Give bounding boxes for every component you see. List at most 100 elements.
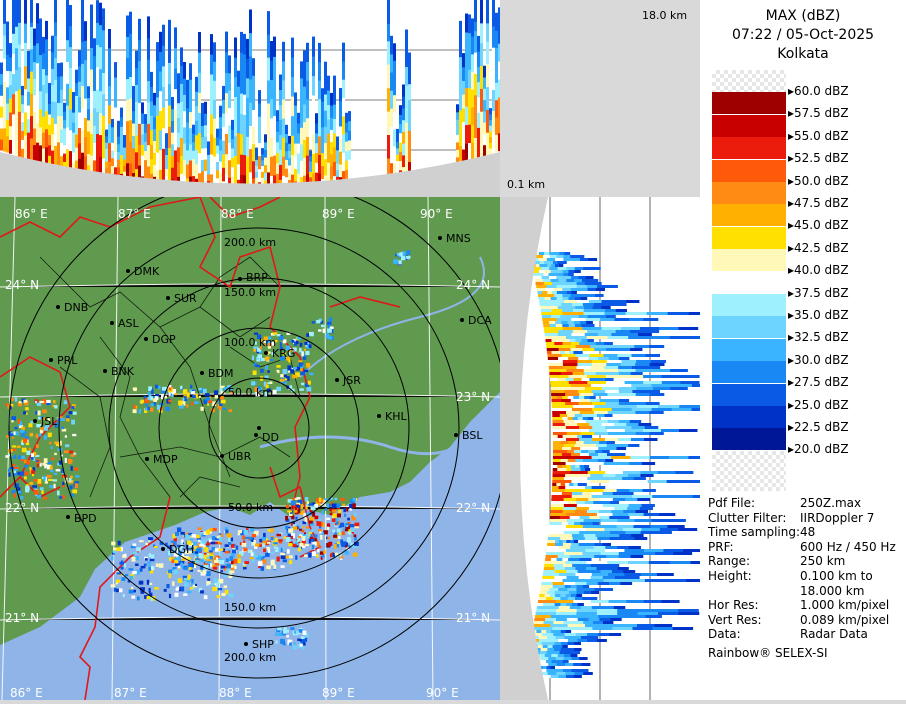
- lon-label-90-top: 90° E: [420, 207, 453, 221]
- place-jsl: JSL: [40, 415, 58, 428]
- scale-swatch: [712, 92, 786, 115]
- place-bsl: BSL: [462, 429, 483, 442]
- place-dd: DD: [262, 431, 279, 444]
- place-sur: SUR: [174, 292, 197, 305]
- scale-swatch: [712, 114, 786, 137]
- legend-panel: MAX (dBZ) 07:22 / 05-Oct-2025 Kolkata ▸6…: [700, 0, 906, 700]
- lon-label-88-bottom: 88° E: [219, 686, 252, 700]
- metadata-key: Time sampling:: [708, 525, 801, 540]
- scale-label: ▸27.5 dBZ: [788, 375, 849, 390]
- scale-label: ▸30.0 dBZ: [788, 352, 849, 367]
- place-prl: PRL: [57, 354, 78, 367]
- range-label-150: 150.0 km: [224, 286, 276, 299]
- scale-swatch: [712, 383, 786, 406]
- max-height-label: 18.0 km: [642, 9, 688, 22]
- lon-label-89-bottom: 89° E: [322, 686, 355, 700]
- range-label-100: 100.0 km: [224, 336, 276, 349]
- scale-label: ▸35.0 dBZ: [788, 308, 849, 322]
- metadata-value: 250 km: [800, 554, 846, 569]
- lon-label-86-top: 86° E: [15, 207, 48, 221]
- lon-label-87-bottom: 87° E: [114, 686, 147, 700]
- scale-swatch: [712, 316, 786, 339]
- bay-of-bengal: [0, 392, 500, 700]
- place-bpd: BPD: [74, 512, 97, 525]
- place-asl: ASL: [118, 317, 140, 330]
- lat-label-24-right: 24° N: [456, 278, 490, 292]
- scale-swatch: [712, 70, 786, 92]
- range-label-50-south: 50.0 km: [228, 501, 273, 514]
- lon-label-87-top: 87° E: [118, 207, 151, 221]
- lat-label-21-right: 21° N: [456, 611, 490, 625]
- lon-label-86-bottom: 86° E: [10, 686, 43, 700]
- place-brp: BRP: [246, 271, 268, 284]
- lat-label-24-left: 24° N: [5, 278, 39, 292]
- lon-label-90-bottom: 90° E: [426, 686, 459, 700]
- metadata-value: 0.089 km/pixel: [800, 612, 890, 627]
- scale-swatch: [712, 361, 786, 384]
- lon-label-89-top: 89° E: [322, 207, 355, 221]
- metadata-value: Radar Data: [800, 627, 868, 642]
- metadata-key: Height:: [708, 569, 752, 583]
- scale-label: ▸52.5 dBZ: [788, 151, 849, 166]
- place-dgh: DGH: [169, 543, 194, 556]
- metadata-value: IIRDoppler 7: [800, 510, 875, 525]
- scale-swatch: [712, 338, 786, 361]
- right-projection-plot: [500, 197, 723, 700]
- scale-swatch: [712, 137, 786, 160]
- metadata-value: 250Z.max: [800, 496, 862, 510]
- scale-label: ▸50.0 dBZ: [788, 173, 849, 188]
- product-title: MAX (dBZ): [765, 8, 841, 24]
- place-shp: SHP: [252, 638, 274, 651]
- metadata-key: Hor Res:: [708, 598, 759, 613]
- metadata-value: 18.000 km: [800, 583, 865, 598]
- place-mdp: MDP: [153, 453, 178, 466]
- metadata-key: Pdf File:: [708, 496, 756, 510]
- map-canvas[interactable]: 50.0 km 100.0 km 150.0 km 200.0 km 50.0 …: [0, 197, 500, 700]
- place-bdm: BDM: [208, 367, 234, 380]
- place-ubr: UBR: [228, 450, 252, 463]
- lat-label-21-left: 21° N: [5, 611, 39, 625]
- place-jsr: JSR: [342, 374, 361, 387]
- scale-label: ▸40.0 dBZ: [788, 263, 849, 278]
- right-projection-panel: [500, 197, 723, 700]
- datetime-title: 07:22 / 05-Oct-2025: [731, 27, 875, 43]
- scale-swatch: [712, 294, 786, 316]
- place-bnk: BNK: [111, 365, 135, 378]
- scale-label: ▸20.0 dBZ: [788, 442, 849, 457]
- range-label-200: 200.0 km: [224, 236, 276, 249]
- scale-swatch: [712, 249, 786, 272]
- metadata-key: Data:: [708, 627, 741, 642]
- lat-label-22-right: 22° N: [456, 501, 490, 515]
- scale-label: ▸47.5 dBZ: [788, 196, 849, 210]
- scale-label: ▸55.0 dBZ: [788, 128, 849, 143]
- metadata-key: Vert Res:: [708, 612, 762, 627]
- corner-panel: 18.0 km 0.1 km: [500, 0, 700, 197]
- range-label-50: 50.0 km: [228, 386, 273, 399]
- scale-swatch: [712, 428, 786, 451]
- top-projection-panel: [0, 0, 501, 197]
- place-khl: KHL: [385, 410, 407, 423]
- place-dnb: DNB: [64, 301, 88, 314]
- scale-label: ▸60.0 dBZ: [788, 84, 849, 98]
- lon-label-88-top: 88° E: [221, 207, 254, 221]
- scale-label: ▸37.5 dBZ: [788, 285, 849, 300]
- lat-label-22-left: 22° N: [5, 501, 39, 515]
- metadata-value: 48: [800, 525, 816, 540]
- scale-label: ▸25.0 dBZ: [788, 397, 849, 412]
- scale-swatch: [712, 182, 786, 204]
- place-dgp: DGP: [152, 333, 176, 346]
- station-title: Kolkata: [777, 46, 829, 62]
- metadata-key: Range:: [708, 554, 751, 569]
- place-dca: DCA: [468, 314, 492, 327]
- software-credit: Rainbow® SELEX-SI: [708, 646, 828, 660]
- scale-label: ▸32.5 dBZ: [788, 330, 849, 345]
- metadata-value: 0.100 km to: [800, 569, 873, 583]
- scale-swatch: [712, 204, 786, 227]
- top-projection-plot: [0, 0, 501, 197]
- scale-swatch: [712, 226, 786, 249]
- place-krg: KRG: [272, 347, 295, 360]
- metadata-value: 1.000 km/pixel: [800, 598, 890, 613]
- lat-label-23-right: 23° N: [456, 390, 490, 404]
- place-dmk: DMK: [134, 265, 160, 278]
- radar-map[interactable]: 50.0 km 100.0 km 150.0 km 200.0 km 50.0 …: [0, 197, 500, 700]
